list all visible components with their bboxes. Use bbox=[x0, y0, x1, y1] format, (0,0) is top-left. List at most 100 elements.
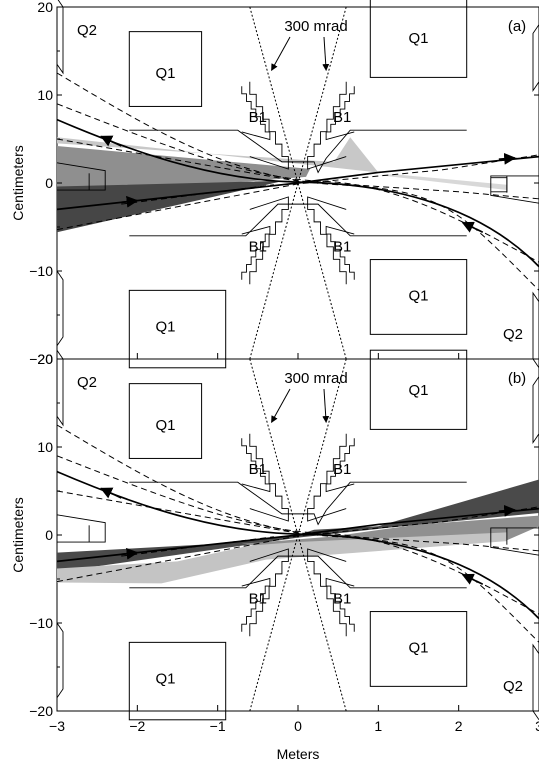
q2-top-left-edge bbox=[56, 0, 64, 75]
y-axis-title: Centimeters bbox=[10, 145, 26, 220]
label-b1-upper-left: B1 bbox=[249, 109, 267, 126]
q1-top-left-box bbox=[128, 31, 203, 107]
b1-upper-right-outer bbox=[325, 438, 355, 493]
arrow-straight-left bbox=[121, 195, 139, 208]
q2-top-right-edge bbox=[532, 24, 539, 93]
envelope-diagonal-b bbox=[56, 138, 539, 200]
arrow-straight-right bbox=[498, 504, 517, 517]
q1-bottom-left-box bbox=[128, 641, 227, 721]
envelope-short bbox=[121, 536, 274, 557]
cone-line-ll bbox=[249, 182, 299, 360]
label-q1-bottom-right: Q1 bbox=[408, 640, 428, 657]
b1-upper-left-inner bbox=[249, 433, 289, 522]
right-pipe-box bbox=[490, 177, 508, 193]
arrow-straight-right bbox=[498, 152, 517, 165]
label-q2-bottom: Q2 bbox=[503, 678, 523, 695]
cone-line-ll bbox=[249, 534, 299, 712]
y-tick-label: 10 bbox=[37, 87, 53, 103]
x-axis-title: Meters bbox=[277, 746, 320, 762]
y-tick-label: −20 bbox=[29, 351, 53, 367]
label-b1-upper-right: B1 bbox=[333, 109, 351, 126]
q2-bottom-left-edge bbox=[56, 622, 64, 699]
lower-chamber-wall bbox=[129, 203, 467, 237]
envelope-diagonal-a bbox=[56, 154, 539, 231]
trajectory-outgoing bbox=[56, 470, 539, 620]
b1-lower-left-inner bbox=[249, 548, 289, 637]
cone-line-ul bbox=[249, 6, 299, 184]
angle-arrow-left bbox=[271, 36, 291, 71]
lower-chamber-wall bbox=[129, 555, 467, 589]
panel-tag: (a) bbox=[508, 18, 526, 35]
angle-arrow-right bbox=[322, 388, 330, 424]
b1-lower-left-outer bbox=[241, 225, 271, 280]
angle-arrow-right bbox=[322, 36, 330, 72]
q1-top-right-box bbox=[369, 349, 468, 430]
cone-line-lr bbox=[297, 182, 347, 360]
b1-upper-left-outer bbox=[241, 438, 271, 493]
axes: −3 −2 −1 0 1 2 3 Meters bbox=[49, 353, 539, 762]
label-q1-top-right: Q1 bbox=[408, 382, 428, 399]
q2-bottom-left-edge bbox=[56, 270, 64, 347]
y-tick-label: 10 bbox=[37, 439, 53, 455]
beam-light-band bbox=[57, 532, 507, 584]
label-q2-bottom: Q2 bbox=[503, 326, 523, 343]
left-pipe-fragment bbox=[56, 162, 106, 191]
x-tick-label: 2 bbox=[455, 718, 463, 734]
y-tick-label: 0 bbox=[45, 527, 53, 543]
label-b1-lower-right: B1 bbox=[333, 238, 351, 255]
x-tick-label: −2 bbox=[129, 718, 145, 734]
b1-upper-right-inner bbox=[307, 433, 347, 522]
q2-top-right-edge bbox=[532, 376, 539, 445]
label-b1-upper-right: B1 bbox=[333, 461, 351, 478]
arrow-outgoing-left bbox=[100, 135, 122, 147]
label-b1-lower-right: B1 bbox=[333, 590, 351, 607]
y-axis-title: Centimeters bbox=[10, 497, 26, 572]
beam-dark-band bbox=[57, 180, 298, 233]
b1-lower-right-outer bbox=[325, 577, 355, 632]
angle-label: 300 mrad bbox=[284, 18, 347, 35]
b1-lower-right-outer bbox=[325, 225, 355, 280]
upper-chamber-wall bbox=[129, 481, 467, 526]
angle-arrow-left bbox=[271, 388, 291, 423]
beam-light-band bbox=[57, 137, 379, 173]
label-q1-top-left: Q1 bbox=[155, 65, 175, 82]
label-b1-upper-left: B1 bbox=[249, 461, 267, 478]
x-tick-label: 3 bbox=[535, 718, 539, 734]
q2-top-left-edge bbox=[56, 349, 64, 427]
y-tick-label: 0 bbox=[45, 175, 53, 191]
q2-bottom-right-edge bbox=[532, 643, 539, 721]
panel-tag: (b) bbox=[508, 370, 526, 387]
x-tick-label: 0 bbox=[294, 718, 302, 734]
label-q1-top-left: Q1 bbox=[155, 417, 175, 434]
q1-bottom-left-box bbox=[128, 289, 227, 369]
y-tick-label: −20 bbox=[29, 703, 53, 719]
beam-light-tail bbox=[378, 174, 507, 191]
q1-top-left-box bbox=[128, 383, 203, 459]
q1-bottom-right-box bbox=[369, 611, 468, 687]
right-pipe-fragment bbox=[490, 527, 539, 556]
y-tick-label: 20 bbox=[37, 0, 53, 15]
angle-label: 300 mrad bbox=[284, 370, 347, 387]
cone-line-ur bbox=[297, 358, 347, 536]
envelope-lower-inner bbox=[56, 455, 539, 615]
label-b1-lower-left: B1 bbox=[249, 238, 267, 255]
y-tick-label: −10 bbox=[29, 263, 53, 279]
q2-bottom-right-edge bbox=[532, 291, 539, 369]
left-pipe-fragment bbox=[56, 514, 106, 543]
label-q1-bottom-left: Q1 bbox=[155, 318, 175, 335]
cone-line-lr bbox=[297, 534, 347, 712]
label-b1-lower-left: B1 bbox=[249, 590, 267, 607]
arrow-outgoing-left bbox=[100, 487, 122, 499]
b1-upper-left-inner bbox=[249, 81, 289, 170]
b1-upper-right-inner bbox=[307, 81, 347, 170]
right-pipe-fragment bbox=[490, 175, 539, 204]
envelope-lower-inner bbox=[56, 103, 539, 263]
trajectory-outgoing bbox=[56, 118, 539, 268]
upper-chamber-wall bbox=[129, 129, 467, 174]
b1-upper-left-outer bbox=[241, 86, 271, 141]
arrow-outgoing-right bbox=[461, 221, 484, 234]
y-tick-label: −10 bbox=[29, 615, 53, 631]
b1-lower-right-inner bbox=[307, 548, 347, 637]
b1-lower-left-inner bbox=[249, 196, 289, 285]
